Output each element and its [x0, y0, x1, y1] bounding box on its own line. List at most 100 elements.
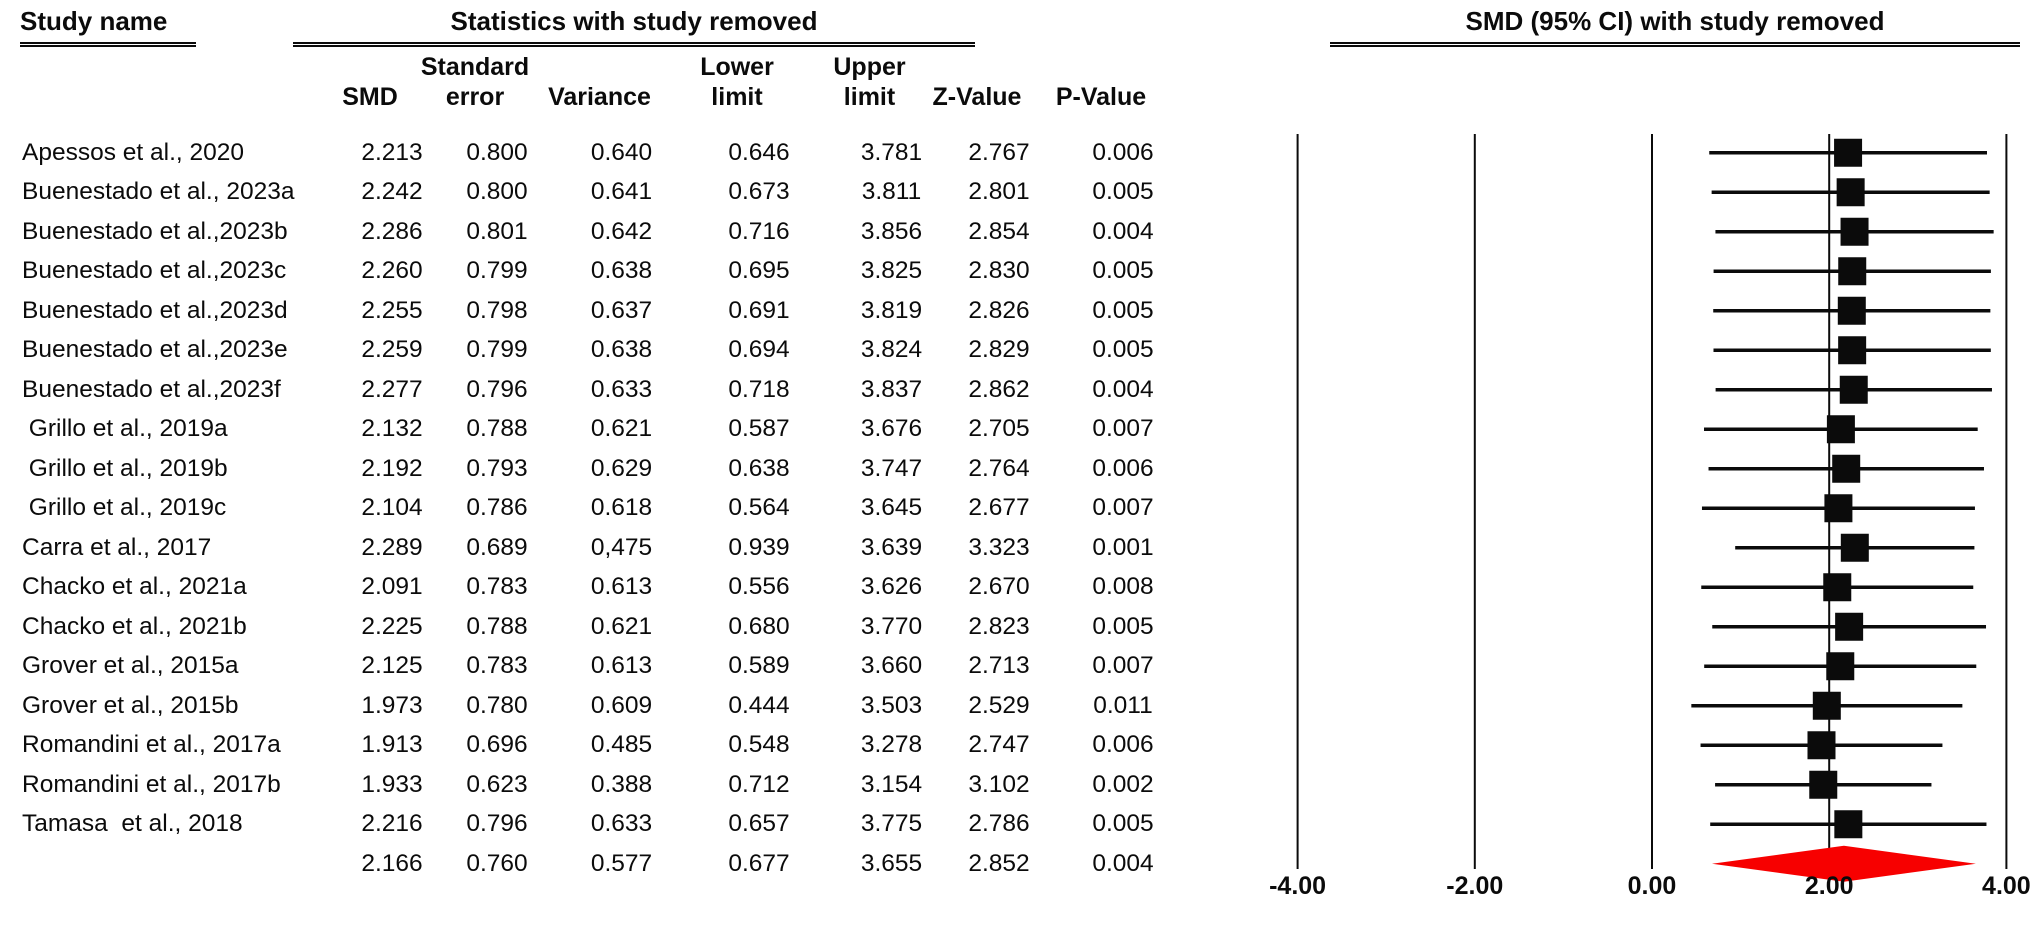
value-cell: 0.006	[1092, 454, 1154, 482]
study-point-square	[1834, 810, 1863, 839]
value-cell: 0.788	[466, 415, 528, 443]
value-cell: 2.192	[361, 454, 423, 482]
value-cell: 2.767	[968, 138, 1030, 166]
table-row: Buenestado et al.,2023f 2.277 0.796 0.633 0.…	[0, 370, 1192, 410]
table-row: Buenestado et al.,2023e 2.259 0.799 0.638 0.…	[0, 331, 1192, 371]
value-cell: 0.006	[1092, 138, 1154, 166]
column-header-text: error	[445, 83, 505, 111]
axis-tick-label: 0.00	[1627, 872, 1677, 900]
value-cell: 0.796	[466, 375, 528, 403]
table-row: Grover et al., 2015b 1.973 0.780 0.609 0.444…	[0, 686, 1192, 726]
axis-tick-label: 2.00	[1804, 872, 1854, 900]
value-cell: 0.007	[1092, 415, 1154, 443]
column-header-smd: SMD	[332, 46, 408, 112]
value-cell: 0.005	[1092, 612, 1154, 640]
value-cell: 1.973	[361, 691, 423, 719]
summary-diamond	[1711, 845, 1976, 882]
value-cell: 2.104	[361, 494, 423, 522]
value-cell: 1.933	[361, 770, 423, 798]
study-point-square	[1823, 573, 1852, 602]
table-row: Grillo et al., 2019b 2.192 0.793 0.629 0.638…	[0, 449, 1192, 489]
value-cell: 0.633	[590, 375, 653, 403]
table-row: Grillo et al., 2019a 2.132 0.788 0.621 0.587…	[0, 410, 1192, 450]
value-cell: 2.854	[968, 217, 1030, 245]
value-cell: 0.621	[590, 415, 653, 443]
column-headers: SMD Standard error Variance Lower limit Upper l…	[0, 46, 1170, 112]
value-cell: 2.823	[968, 612, 1030, 640]
value-cell: 3.503	[860, 691, 923, 719]
value-cell: 2.277	[361, 375, 423, 403]
value-cell: 0.696	[466, 731, 528, 759]
value-cell: 0.609	[590, 691, 653, 719]
table-row: Buenestado et al.,2023c 2.260 0.799 0.638 0.…	[0, 252, 1192, 292]
summary-row: 2.166 0.760 0.577 0.677 3.655 2.852 0.004	[0, 844, 1192, 884]
study-name-cell: Apessos et al., 2020	[22, 138, 245, 166]
study-name-cell: Buenestado et al.,2023b	[22, 217, 288, 245]
column-header-se: Standard error	[408, 46, 542, 112]
plot-section-title: SMD (95% CI) with study removed	[1330, 6, 2020, 47]
value-cell: 0.621	[590, 612, 653, 640]
study-point-square	[1839, 375, 1868, 404]
study-name-cell: Chacko et al., 2021a	[22, 573, 247, 601]
value-cell: 0.638	[590, 257, 653, 285]
value-cell: 3.837	[860, 375, 923, 403]
value-cell: 0.633	[590, 810, 653, 838]
value-cell: 2.529	[968, 691, 1030, 719]
value-cell: 2.132	[361, 415, 423, 443]
value-cell: 0.556	[728, 573, 790, 601]
value-cell: 3.770	[860, 612, 923, 640]
study-point-square	[1807, 731, 1836, 760]
table-row: Apessos et al., 2020 2.213 0.800 0.640 0.646…	[0, 133, 1192, 173]
table-row: Grillo et al., 2019c 2.104 0.786 0.618 0.564…	[0, 489, 1192, 529]
value-cell: 0.786	[466, 494, 528, 522]
value-cell: 3.655	[860, 849, 923, 877]
value-cell: 0.642	[590, 217, 653, 245]
value-cell: 0.689	[466, 533, 528, 561]
study-name-cell: Buenestado et al.,2023e	[22, 336, 288, 364]
value-cell: 0.939	[728, 533, 790, 561]
study-name-cell: Buenestado et al., 2023a	[22, 178, 295, 206]
study-point-square	[1826, 652, 1855, 681]
value-cell: 0.641	[590, 178, 653, 206]
study-name-cell: Carra et al., 2017	[22, 533, 212, 561]
value-cell: 0.005	[1092, 257, 1154, 285]
value-cell: 0.004	[1092, 375, 1154, 403]
study-name-cell: Buenestado et al.,2023d	[22, 296, 288, 324]
column-header-text: Lower	[700, 53, 774, 81]
study-name-cell: Grillo et al., 2019c	[22, 494, 227, 522]
value-cell: 0.694	[728, 336, 790, 364]
column-header-lower: Lower limit	[657, 46, 817, 112]
value-cell: 0.002	[1092, 770, 1154, 798]
value-cell: 0.640	[590, 138, 653, 166]
value-cell: 0.388	[590, 770, 653, 798]
column-header-text: SMD	[342, 83, 398, 111]
value-cell: 0.799	[466, 336, 528, 364]
value-cell: 0.793	[466, 454, 528, 482]
value-cell: 2.829	[968, 336, 1030, 364]
value-cell: 3.626	[860, 573, 923, 601]
value-cell: 0.716	[728, 217, 790, 245]
value-cell: 3.747	[860, 454, 923, 482]
value-cell: 0.001	[1092, 533, 1154, 561]
table-row: Romandini et al., 2017a 1.913 0.696 0.485 0.…	[0, 726, 1192, 766]
value-cell: 0.638	[590, 336, 653, 364]
statistics-section-title: Statistics with study removed	[293, 6, 975, 47]
value-cell: 2.213	[361, 138, 423, 166]
study-point-square	[1832, 454, 1861, 483]
study-table: Apessos et al., 2020 2.213 0.800 0.640 0.646…	[0, 133, 1192, 884]
value-cell: 3.824	[860, 336, 923, 364]
value-cell: 0.444	[728, 691, 790, 719]
value-cell: 0.629	[590, 454, 653, 482]
study-point-square	[1824, 494, 1853, 523]
value-cell: 0.004	[1092, 217, 1154, 245]
table-row: Buenestado et al., 2023a 2.242 0.800 0.641 0…	[0, 173, 1192, 213]
value-cell: 3.676	[860, 415, 923, 443]
value-cell: 2.242	[361, 178, 423, 206]
column-header-text: P-Value	[1055, 83, 1147, 111]
study-name-column-title: Study name	[20, 6, 196, 47]
value-cell: 0.680	[728, 612, 790, 640]
value-cell: 3.660	[860, 652, 923, 680]
table-row: Grover et al., 2015a 2.125 0.783 0.613 0.589…	[0, 647, 1192, 687]
